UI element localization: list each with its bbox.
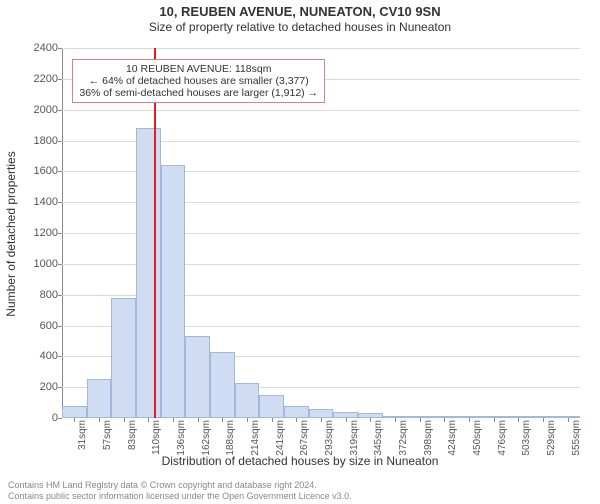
x-tick-label: 267sqm	[299, 420, 310, 456]
histogram-bar	[185, 336, 210, 418]
y-tick-label: 1200	[18, 227, 58, 239]
histogram-bar	[136, 128, 161, 418]
x-tick	[494, 418, 495, 422]
reference-line	[154, 48, 156, 418]
annotation-line: 36% of semi-detached houses are larger (…	[79, 87, 318, 99]
x-tick	[568, 418, 569, 422]
x-tick	[321, 418, 322, 422]
x-tick	[296, 418, 297, 422]
x-tick	[148, 418, 149, 422]
x-tick-label: 476sqm	[497, 420, 508, 456]
annotation-box: 10 REUBEN AVENUE: 118sqm← 64% of detache…	[72, 59, 325, 103]
y-tick-label: 0	[18, 412, 58, 424]
x-tick-label: 83sqm	[127, 420, 138, 450]
y-tick-label: 400	[18, 350, 58, 362]
x-tick	[469, 418, 470, 422]
annotation-line: ← 64% of detached houses are smaller (3,…	[79, 75, 318, 87]
chart-plot-area: 10 REUBEN AVENUE: 118sqm← 64% of detache…	[62, 48, 580, 418]
x-tick	[272, 418, 273, 422]
histogram-bar	[87, 379, 112, 418]
x-tick-label: 188sqm	[225, 420, 236, 456]
y-tick	[58, 171, 62, 172]
y-tick-label: 800	[18, 289, 58, 301]
y-tick	[58, 295, 62, 296]
y-tick	[58, 141, 62, 142]
y-tick	[58, 356, 62, 357]
y-tick	[58, 326, 62, 327]
x-tick-label: 293sqm	[324, 420, 335, 456]
chart-subtitle: Size of property relative to detached ho…	[0, 20, 600, 34]
histogram-bar	[284, 406, 309, 418]
x-tick-label: 529sqm	[546, 420, 557, 456]
y-tick	[58, 79, 62, 80]
chart-title: 10, REUBEN AVENUE, NUNEATON, CV10 9SN	[0, 4, 600, 19]
y-tick-label: 1400	[18, 196, 58, 208]
x-tick-label: 110sqm	[151, 420, 162, 455]
x-tick	[444, 418, 445, 422]
x-tick-label: 555sqm	[571, 420, 582, 456]
y-axis-label: Number of detached properties	[4, 151, 18, 316]
y-tick	[58, 387, 62, 388]
histogram-bar	[210, 352, 235, 418]
x-tick-label: 424sqm	[447, 420, 458, 456]
x-tick-label: 372sqm	[398, 420, 409, 456]
histogram-bar	[62, 406, 87, 418]
x-tick-label: 450sqm	[472, 420, 483, 456]
histogram-bar	[161, 165, 186, 418]
x-tick	[198, 418, 199, 422]
x-tick-label: 57sqm	[102, 420, 113, 450]
gridline	[62, 110, 580, 111]
x-tick-label: 241sqm	[275, 420, 286, 456]
x-tick-label: 503sqm	[521, 420, 532, 456]
y-tick	[58, 48, 62, 49]
attribution-line-2: Contains public sector information licen…	[8, 491, 352, 502]
x-tick-label: 214sqm	[250, 420, 261, 456]
y-tick-label: 1600	[18, 165, 58, 177]
gridline	[62, 48, 580, 49]
attribution-line-1: Contains HM Land Registry data © Crown c…	[8, 480, 352, 491]
x-tick-label: 345sqm	[373, 420, 384, 456]
x-tick	[247, 418, 248, 422]
x-tick	[370, 418, 371, 422]
histogram-bar	[309, 409, 334, 418]
x-tick-label: 136sqm	[176, 420, 187, 456]
x-tick	[543, 418, 544, 422]
x-tick	[74, 418, 75, 422]
histogram-bar	[235, 383, 260, 418]
x-tick	[99, 418, 100, 422]
y-tick-label: 2200	[18, 73, 58, 85]
y-tick	[58, 233, 62, 234]
y-tick-label: 2400	[18, 42, 58, 54]
x-tick	[124, 418, 125, 422]
x-tick-label: 398sqm	[423, 420, 434, 456]
y-tick	[58, 110, 62, 111]
x-tick	[395, 418, 396, 422]
x-tick	[173, 418, 174, 422]
y-tick-label: 1000	[18, 258, 58, 270]
x-tick-label: 162sqm	[201, 420, 212, 456]
x-tick	[518, 418, 519, 422]
x-axis-label: Distribution of detached houses by size …	[0, 454, 600, 468]
x-tick	[346, 418, 347, 422]
x-tick-label: 319sqm	[349, 420, 360, 456]
x-tick	[420, 418, 421, 422]
y-tick-label: 2000	[18, 104, 58, 116]
y-tick-label: 600	[18, 320, 58, 332]
x-tick	[222, 418, 223, 422]
attribution-text: Contains HM Land Registry data © Crown c…	[8, 480, 352, 502]
y-tick-label: 200	[18, 381, 58, 393]
x-tick-label: 31sqm	[77, 420, 88, 450]
y-tick-label: 1800	[18, 135, 58, 147]
y-tick	[58, 202, 62, 203]
annotation-line: 10 REUBEN AVENUE: 118sqm	[79, 63, 318, 75]
y-tick	[58, 418, 62, 419]
histogram-bar	[111, 298, 136, 418]
y-tick	[58, 264, 62, 265]
histogram-bar	[259, 395, 284, 418]
